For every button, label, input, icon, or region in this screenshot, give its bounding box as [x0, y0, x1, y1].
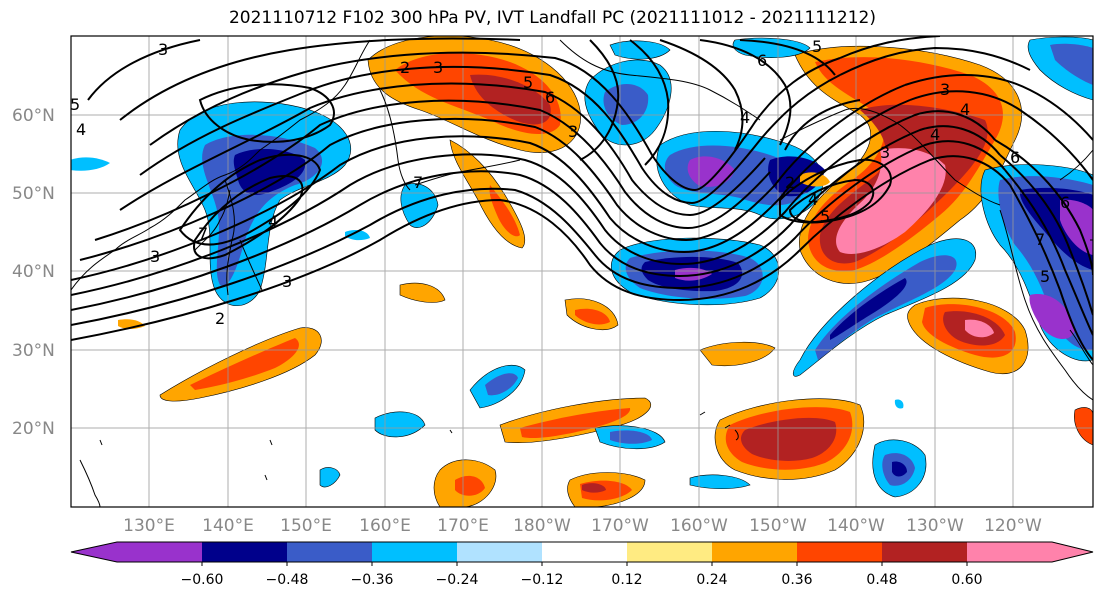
contour-label: 7 — [198, 224, 208, 243]
colorbar-outline — [70, 541, 1094, 563]
contour-label: 4 — [268, 212, 278, 231]
longitude-labels: 130°E 140°E 150°E 160°E 170°E 180°W 170°… — [123, 516, 1042, 536]
contour-label: 6 — [1010, 148, 1020, 167]
contour-label: 7 — [413, 173, 423, 192]
lon-label: 130°E — [123, 516, 175, 536]
lat-label: 30°N — [12, 341, 55, 361]
lat-label: 20°N — [12, 419, 55, 439]
colorbar-tick-label: 0.12 — [611, 572, 642, 588]
contour-labels: 3 2 3 6 5 3 6 5 4 7 4 5 4 3 2 3 7 5 4 2 … — [70, 37, 1070, 328]
lat-label: 60°N — [12, 106, 55, 126]
lon-label: 170°E — [437, 516, 489, 536]
contour-label: 3 — [282, 272, 292, 291]
contour-label: 6 — [1060, 193, 1070, 212]
colorbar-tick-label: −0.12 — [521, 572, 564, 588]
lat-label: 50°N — [12, 184, 55, 204]
colorbar-segment — [797, 542, 882, 562]
colorbar-segment — [542, 542, 627, 562]
contour-label: 5 — [1040, 267, 1050, 286]
colorbar-segment — [287, 542, 372, 562]
contour-label: 3 — [158, 40, 168, 59]
lon-label: 150°W — [749, 516, 807, 536]
colorbar-segment — [712, 542, 797, 562]
lon-label: 120°W — [984, 516, 1042, 536]
lat-label: 40°N — [12, 262, 55, 282]
lon-label: 180°W — [513, 516, 571, 536]
contour-label: 4 — [740, 108, 750, 127]
colorbar-tick-label: −0.48 — [266, 572, 309, 588]
colorbar-segment — [457, 542, 542, 562]
contour-label: 3 — [568, 122, 578, 141]
contour-label: 3 — [880, 143, 890, 162]
contour-label: 7 — [1035, 230, 1045, 249]
lon-label: 140°W — [827, 516, 885, 536]
colorbar-high-extend — [1052, 542, 1093, 562]
lon-label: 150°E — [280, 516, 332, 536]
colorbar-ticks — [201, 562, 968, 566]
colorbar-tick-label: −0.36 — [351, 572, 394, 588]
colorbar-tick-label: −0.60 — [181, 572, 224, 588]
lon-label: 170°W — [591, 516, 649, 536]
contour-label: 2 — [215, 309, 225, 328]
contour-label: 5 — [523, 73, 533, 92]
contour-label: 2 — [400, 58, 410, 77]
colorbar-tick-label: 0.36 — [781, 572, 812, 588]
lon-label: 160°E — [359, 516, 411, 536]
contour-label: 6 — [757, 51, 767, 70]
contour-label: 5 — [820, 207, 830, 226]
gridlines — [71, 36, 1093, 507]
contour-label: 2 — [785, 173, 795, 192]
latitude-labels: 60°N 50°N 40°N 30°N 20°N — [12, 106, 55, 439]
colorbar-segment — [117, 542, 202, 562]
contour-label: 6 — [545, 88, 555, 107]
colorbar-tick-label: 0.60 — [951, 572, 982, 588]
lon-label: 160°W — [670, 516, 728, 536]
colorbar-tick-label: 0.48 — [866, 572, 897, 588]
contour-label: 5 — [812, 37, 822, 56]
contour-label: 4 — [930, 125, 940, 144]
warm-anomaly-ne-pacific-south — [907, 297, 1029, 374]
colorbar-segment — [372, 542, 457, 562]
lon-label: 130°W — [906, 516, 964, 536]
contour-label: 3 — [433, 58, 443, 77]
warm-anomaly-gulf-of-alaska — [794, 46, 1022, 284]
height-contours — [71, 36, 1093, 361]
map-frame — [70, 35, 1094, 508]
colorbar: −0.60 −0.48 −0.36 −0.24 −0.12 0.12 0.24 … — [70, 541, 1094, 588]
colorbar-segment — [967, 542, 1052, 562]
contour-label: 4 — [76, 120, 86, 139]
contour-label: 3 — [940, 80, 950, 99]
contour-label: 4 — [808, 190, 818, 209]
map-title: 2021110712 F102 300 hPa PV, IVT Landfall… — [228, 8, 876, 28]
colorbar-segment — [202, 542, 287, 562]
contour-label: 3 — [150, 247, 160, 266]
colorbar-tick-label: −0.24 — [436, 572, 479, 588]
cold-anomaly-ne-pacific — [792, 164, 1093, 377]
contour-label: 4 — [960, 100, 970, 119]
colorbar-low-extend — [71, 542, 117, 562]
warm-anomaly-bering — [367, 36, 581, 249]
subtropical-anomalies — [118, 36, 1093, 507]
colorbar-tick-label: 0.24 — [696, 572, 727, 588]
contour-label: 5 — [70, 95, 80, 114]
colorbar-segment — [882, 542, 967, 562]
colorbar-segment — [627, 542, 712, 562]
lon-label: 140°E — [202, 516, 254, 536]
